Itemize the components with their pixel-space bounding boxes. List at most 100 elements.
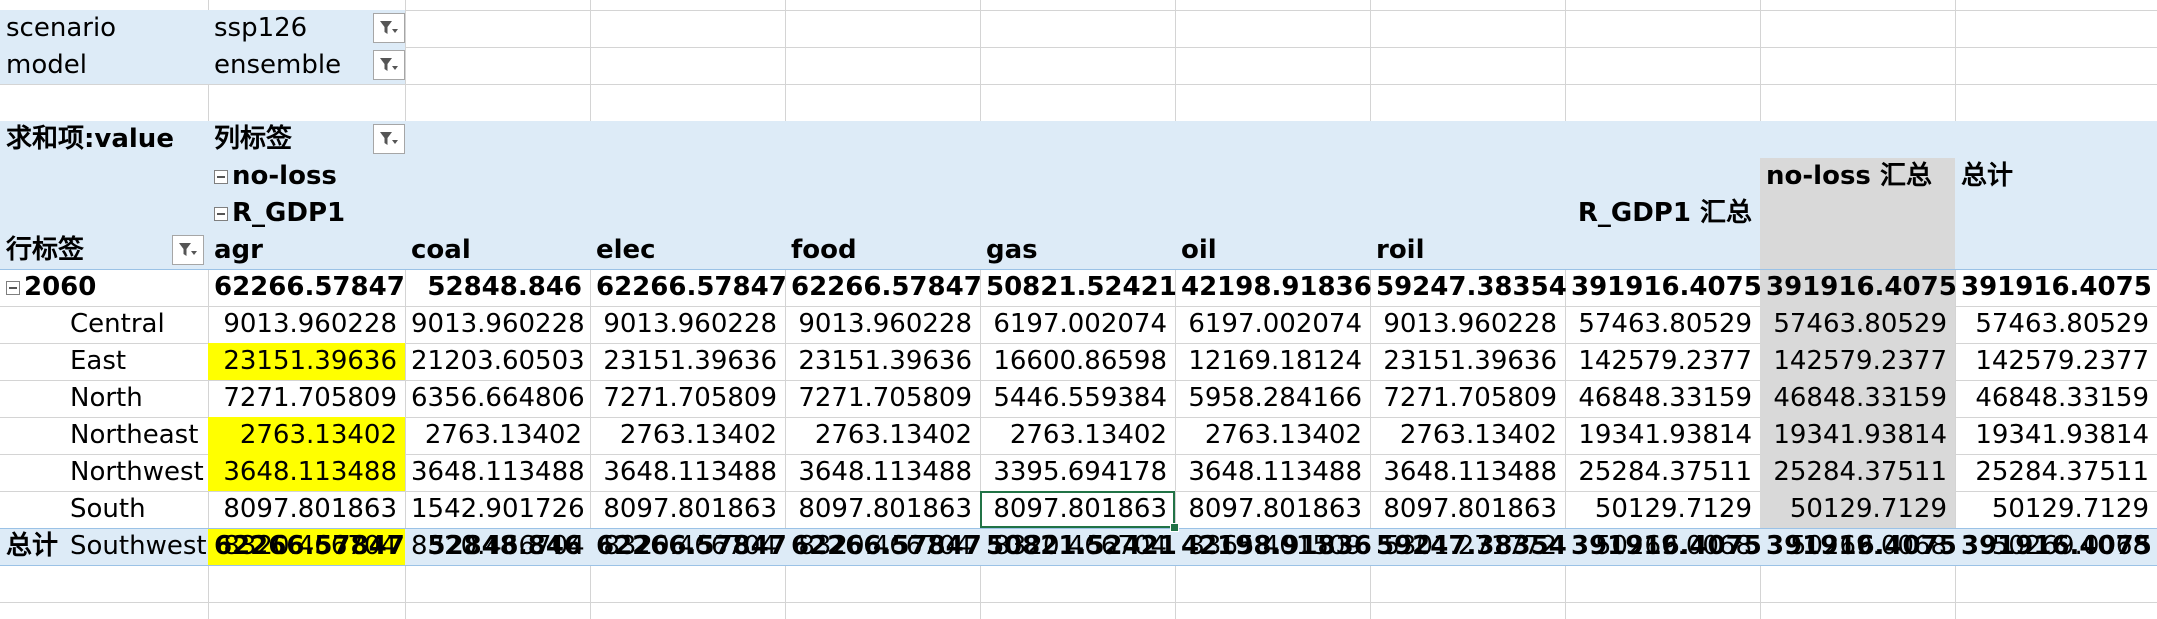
table-cell[interactable]: 3648.113488 (603, 457, 777, 487)
fill-handle[interactable] (1170, 523, 1179, 532)
table-cell[interactable]: 23151.39636 (1383, 346, 1557, 376)
table-cell[interactable]: 46848.33159 (1975, 383, 2149, 413)
selected-cell-outline[interactable] (980, 491, 1175, 528)
table-cell[interactable]: 3648.113488 (411, 457, 585, 487)
table-cell[interactable]: 7271.705809 (798, 383, 972, 413)
table-cell[interactable]: 46848.33159 (1773, 383, 1947, 413)
table-cell[interactable]: 8097.801863 (1383, 494, 1557, 524)
table-cell[interactable]: 3648.113488 (208, 454, 405, 491)
table-cell[interactable]: 3365.401509 (1188, 531, 1362, 561)
table-cell[interactable]: 9013.960228 (411, 309, 585, 339)
table-cell[interactable]: 19341.93814 (1578, 420, 1752, 450)
table-cell[interactable]: 3395.694178 (993, 457, 1167, 487)
grand-total-value: 391916.4075 (1961, 531, 2152, 561)
table-cell[interactable]: 16600.86598 (993, 346, 1167, 376)
table-cell[interactable]: 50269.0068 (1789, 531, 1947, 561)
table-cell[interactable]: 3648.113488 (1383, 457, 1557, 487)
table-cell[interactable]: 7271.705809 (603, 383, 777, 413)
filter-value-scenario[interactable]: ssp126 (214, 13, 308, 43)
grand-total-value: 391916.4075 (1571, 531, 1762, 561)
group-value: 42198.91836 (1181, 272, 1372, 302)
table-cell[interactable]: 8320.466704 (411, 531, 585, 561)
table-cell[interactable]: 21203.60503 (411, 346, 585, 376)
table-cell[interactable]: 2763.13402 (814, 420, 972, 450)
table-cell[interactable]: 1542.901726 (411, 494, 585, 524)
gridline-vertical (405, 0, 406, 619)
table-cell[interactable]: 50269.0068 (1991, 531, 2149, 561)
table-cell[interactable]: 8320.466704 (603, 531, 777, 561)
table-cell[interactable]: 25284.37511 (1975, 457, 2149, 487)
table-cell[interactable]: 142579.2377 (1975, 346, 2149, 376)
table-cell[interactable]: 2763.13402 (424, 420, 582, 450)
table-cell[interactable]: 19341.93814 (1975, 420, 2149, 450)
filter-icon (380, 58, 398, 71)
table-cell[interactable]: 57463.80529 (1975, 309, 2149, 339)
filter-value-model[interactable]: ensemble (214, 50, 342, 80)
pivot-border-line (0, 269, 2157, 270)
table-cell[interactable]: 2763.13402 (1204, 420, 1362, 450)
pivot-column-labels: 列标签 (214, 124, 293, 154)
table-cell[interactable]: 8320.466704 (208, 528, 405, 565)
table-cell[interactable]: 6197.002074 (1188, 309, 1362, 339)
row-label-east: East (70, 346, 127, 376)
table-cell[interactable]: 50129.7129 (1991, 494, 2149, 524)
grand-total-column-header: 总计 (1961, 161, 2014, 191)
pivot-row-labels: 行标签 (6, 235, 85, 265)
table-cell[interactable]: 2763.13402 (1009, 420, 1167, 450)
column-header-agr: agr (214, 235, 263, 265)
table-cell[interactable]: 8097.801863 (223, 494, 397, 524)
column-labels-filter-button[interactable] (373, 124, 405, 154)
table-cell[interactable]: 50129.7129 (1594, 494, 1752, 524)
table-cell[interactable]: 23151.39636 (603, 346, 777, 376)
table-cell[interactable]: 9013.960228 (603, 309, 777, 339)
table-cell[interactable]: 2763.13402 (1399, 420, 1557, 450)
table-cell[interactable]: 9013.960228 (223, 309, 397, 339)
collapse-minus-icon[interactable] (214, 169, 228, 184)
table-cell[interactable]: 12169.18124 (1188, 346, 1362, 376)
table-cell[interactable]: 50129.7129 (1789, 494, 1947, 524)
table-cell[interactable]: 19341.93814 (1773, 420, 1947, 450)
grand-total-value: 42198.91836 (1181, 531, 1372, 561)
table-cell[interactable]: 8097.801863 (993, 494, 1167, 524)
table-cell[interactable]: 5301.271772 (1383, 531, 1557, 561)
table-cell[interactable]: 50269.0068 (1594, 531, 1752, 561)
table-cell[interactable]: 9013.960228 (1383, 309, 1557, 339)
table-cell[interactable]: 8097.801863 (1188, 494, 1362, 524)
filter-icon (380, 21, 398, 34)
column-header-food: food (791, 235, 857, 265)
table-cell[interactable]: 23151.39636 (208, 343, 405, 380)
table-cell[interactable]: 8097.801863 (603, 494, 777, 524)
filter-button-scenario[interactable] (373, 13, 405, 43)
table-cell[interactable]: 3648.113488 (1188, 457, 1362, 487)
table-cell[interactable]: 142579.2377 (1578, 346, 1752, 376)
table-cell[interactable]: 5958.284166 (1188, 383, 1362, 413)
table-cell[interactable]: 2763.13402 (208, 417, 405, 454)
table-cell[interactable]: 25284.37511 (1773, 457, 1947, 487)
table-cell[interactable]: 6197.002074 (993, 309, 1167, 339)
table-cell[interactable]: 46848.33159 (1578, 383, 1752, 413)
group-row-2060[interactable]: 2060 (0, 269, 208, 306)
filter-button-model[interactable] (373, 50, 405, 80)
table-cell[interactable]: 9013.960228 (798, 309, 972, 339)
grand-total-row-label: 总计 (6, 531, 59, 561)
collapse-minus-icon[interactable] (214, 206, 228, 221)
table-cell[interactable]: 7271.705809 (223, 383, 397, 413)
table-cell[interactable]: 57463.80529 (1578, 309, 1752, 339)
gridline-horizontal (0, 47, 2157, 48)
table-cell[interactable]: 8320.466704 (798, 531, 972, 561)
table-cell[interactable]: 142579.2377 (1773, 346, 1947, 376)
table-cell[interactable]: 7271.705809 (1383, 383, 1557, 413)
table-cell[interactable]: 8097.801863 (798, 494, 972, 524)
pivot-level1-no-loss[interactable]: no-loss (208, 158, 405, 195)
table-cell[interactable]: 5446.559384 (993, 383, 1167, 413)
pivot-level2-r-gdp1[interactable]: R_GDP1 (208, 195, 405, 232)
table-cell[interactable]: 6356.664806 (411, 383, 585, 413)
collapse-minus-icon[interactable] (6, 280, 20, 295)
table-cell[interactable]: 8320.466704 (993, 531, 1167, 561)
table-cell[interactable]: 3648.113488 (798, 457, 972, 487)
table-cell[interactable]: 25284.37511 (1578, 457, 1752, 487)
table-cell[interactable]: 23151.39636 (798, 346, 972, 376)
table-cell[interactable]: 57463.80529 (1773, 309, 1947, 339)
row-labels-filter-button[interactable] (172, 235, 204, 265)
table-cell[interactable]: 2763.13402 (619, 420, 777, 450)
